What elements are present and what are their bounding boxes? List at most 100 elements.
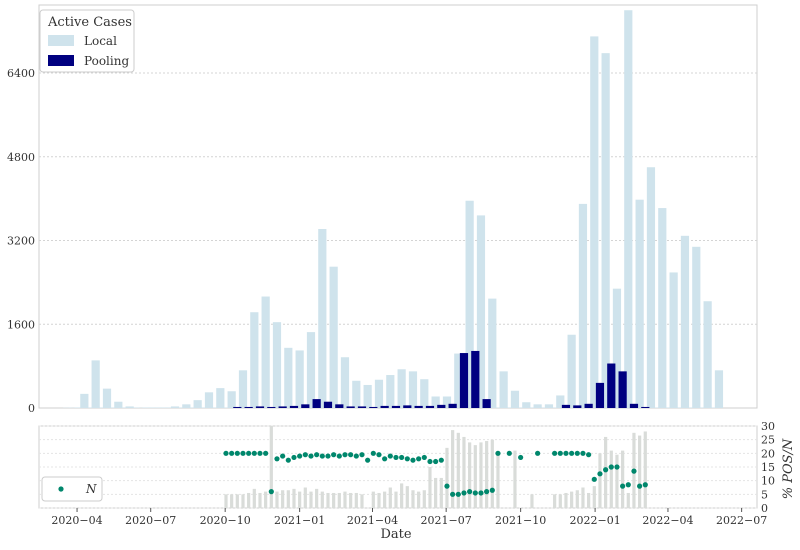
local-bar bbox=[216, 388, 224, 408]
bottom-y-tick-label: 5 bbox=[761, 488, 768, 501]
pooling-bar bbox=[562, 405, 570, 408]
pos-bar bbox=[253, 489, 256, 508]
n-point bbox=[274, 456, 279, 461]
n-point bbox=[495, 451, 500, 456]
pooling-bar bbox=[301, 404, 309, 408]
pos-bar bbox=[383, 492, 386, 508]
pos-bar bbox=[270, 426, 273, 508]
n-point bbox=[240, 451, 245, 456]
bottom-legend: N bbox=[42, 477, 102, 501]
local-bar bbox=[522, 402, 530, 408]
local-bar bbox=[715, 370, 723, 408]
pos-bar bbox=[479, 442, 482, 508]
n-point bbox=[314, 452, 319, 457]
local-bar bbox=[80, 394, 88, 408]
n-point bbox=[450, 492, 455, 497]
pooling-bar bbox=[403, 405, 411, 408]
local-bar bbox=[500, 371, 508, 408]
top-y-tick-label: 1600 bbox=[7, 318, 35, 331]
pos-bar bbox=[559, 494, 562, 508]
pos-bar bbox=[389, 488, 392, 509]
local-bar bbox=[545, 404, 553, 408]
local-bar bbox=[398, 369, 406, 408]
legend-local-label: Local bbox=[84, 34, 117, 48]
n-point bbox=[269, 489, 274, 494]
pos-bar bbox=[581, 488, 584, 509]
pos-bar bbox=[411, 490, 414, 508]
pos-bar bbox=[264, 492, 267, 508]
n-point bbox=[626, 482, 631, 487]
local-bar bbox=[114, 402, 122, 408]
n-point bbox=[393, 455, 398, 460]
pooling-bar bbox=[233, 407, 241, 408]
local-bar bbox=[704, 301, 712, 408]
pos-bar bbox=[496, 453, 499, 508]
n-point bbox=[235, 451, 240, 456]
n-point bbox=[382, 456, 387, 461]
n-point bbox=[552, 451, 557, 456]
n-point bbox=[558, 451, 563, 456]
n-point bbox=[586, 452, 591, 457]
pos-bar bbox=[530, 494, 533, 508]
x-tick-label: 2022−07 bbox=[716, 514, 767, 527]
local-bar bbox=[228, 391, 236, 408]
bottom-y-tick-label: 30 bbox=[761, 420, 775, 433]
legend-title: Active Cases bbox=[47, 15, 132, 30]
n-point bbox=[456, 492, 461, 497]
x-tick-label: 2020−07 bbox=[125, 514, 176, 527]
pooling-bar bbox=[415, 406, 423, 408]
pos-bar bbox=[610, 451, 613, 508]
n-point bbox=[609, 464, 614, 469]
n-point bbox=[473, 490, 478, 495]
pooling-bar bbox=[279, 406, 287, 408]
pooling-bar bbox=[585, 404, 593, 408]
n-point bbox=[371, 451, 376, 456]
top-y-tick-label: 6400 bbox=[7, 67, 35, 80]
pos-bar bbox=[406, 486, 409, 508]
pooling-bar bbox=[335, 404, 343, 408]
x-tick-label: 2021−01 bbox=[274, 514, 325, 527]
n-point bbox=[280, 453, 285, 458]
local-bar bbox=[670, 272, 678, 408]
pooling-bar bbox=[460, 353, 468, 408]
n-point bbox=[592, 477, 597, 482]
pooling-bar bbox=[381, 406, 389, 408]
n-point bbox=[569, 451, 574, 456]
pos-bar bbox=[428, 467, 431, 508]
n-point bbox=[331, 452, 336, 457]
pos-bar bbox=[292, 489, 295, 508]
n-point bbox=[297, 453, 302, 458]
n-point bbox=[291, 455, 296, 460]
pooling-bar bbox=[245, 407, 253, 408]
pos-bar bbox=[615, 455, 618, 508]
x-tick-label: 2020−04 bbox=[51, 514, 102, 527]
pos-bar bbox=[400, 483, 403, 508]
x-tick-label: 2021−07 bbox=[421, 514, 472, 527]
x-tick-label: 2021−10 bbox=[495, 514, 546, 527]
local-bar bbox=[681, 236, 689, 408]
pos-bar bbox=[321, 492, 324, 508]
n-point bbox=[286, 458, 291, 463]
pos-bar bbox=[372, 492, 375, 508]
local-bar bbox=[692, 247, 700, 408]
n-point bbox=[518, 455, 523, 460]
pos-bar bbox=[258, 493, 261, 508]
n-point bbox=[535, 451, 540, 456]
n-point bbox=[422, 455, 427, 460]
pooling-bar bbox=[392, 406, 400, 408]
legend-n-marker bbox=[58, 486, 63, 491]
pooling-bar bbox=[449, 404, 457, 408]
x-axis-title: Date bbox=[380, 527, 411, 542]
pooling-bar bbox=[313, 399, 321, 408]
pos-bar bbox=[417, 492, 420, 508]
pos-bar bbox=[332, 493, 335, 508]
n-point bbox=[365, 458, 370, 463]
pooling-bar bbox=[573, 405, 581, 408]
n-point bbox=[575, 451, 580, 456]
n-point bbox=[461, 490, 466, 495]
n-point bbox=[246, 451, 251, 456]
n-point bbox=[643, 482, 648, 487]
pos-bar bbox=[377, 493, 380, 508]
